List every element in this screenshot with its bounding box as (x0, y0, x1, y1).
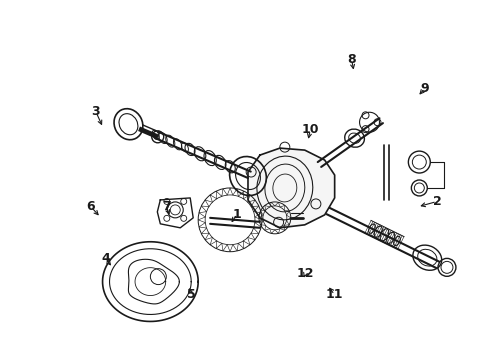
Text: 5: 5 (186, 288, 195, 301)
Text: 8: 8 (346, 53, 355, 66)
Text: 2: 2 (432, 195, 440, 208)
Text: 11: 11 (325, 288, 343, 301)
Text: 12: 12 (296, 267, 313, 280)
Text: 9: 9 (420, 82, 428, 95)
Text: 1: 1 (232, 208, 241, 221)
Text: 6: 6 (86, 201, 95, 213)
Text: 7: 7 (162, 201, 171, 213)
Text: 3: 3 (91, 105, 100, 118)
Text: 4: 4 (101, 252, 110, 265)
Polygon shape (247, 148, 334, 228)
Text: 10: 10 (301, 123, 318, 136)
